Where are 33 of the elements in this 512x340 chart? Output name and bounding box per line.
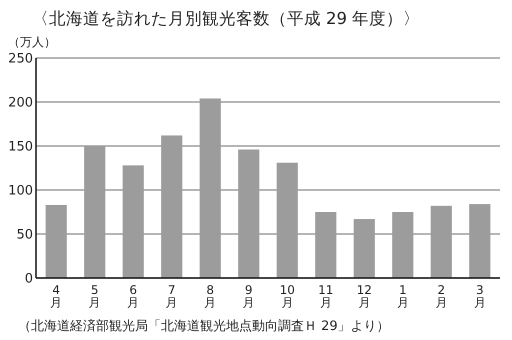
x-tick-label: 2月	[435, 283, 448, 310]
x-tick-label: 6月	[127, 283, 140, 310]
bar	[122, 165, 144, 278]
bar	[84, 146, 106, 278]
bar	[46, 204, 67, 278]
x-tick-label: 12月	[356, 283, 372, 310]
y-tick-label: 200	[8, 96, 33, 111]
bar	[200, 98, 221, 278]
x-tick-label: 11月	[318, 283, 334, 310]
bar	[238, 150, 260, 278]
x-tick-label: 3月	[474, 283, 486, 310]
y-tick-label: 50	[16, 228, 33, 243]
x-tick-label: 5月	[88, 283, 101, 310]
x-tick-label: 7月	[166, 283, 178, 310]
bar	[315, 212, 336, 278]
y-tick-label: 0	[24, 272, 33, 287]
y-axis-title: （万人）	[8, 35, 56, 49]
bar	[161, 135, 182, 278]
x-tick-label: 9月	[242, 283, 255, 310]
bar	[392, 212, 414, 278]
y-tick-label: 100	[8, 184, 33, 199]
x-tick-label: 8月	[204, 283, 216, 310]
bar	[430, 206, 452, 278]
chart-title: 〈北海道を訪れた月別観光客数（平成 29 年度）〉	[32, 9, 420, 28]
bar	[354, 219, 375, 278]
y-tick-label: 250	[8, 52, 33, 67]
bar	[469, 204, 490, 278]
text: （北海道経済部観光局「北海道観光地点動向調査Ｈ 29」より）	[18, 318, 390, 334]
x-tick-label: 10月	[280, 283, 295, 310]
y-tick-label: 150	[8, 140, 33, 155]
bar	[276, 162, 298, 278]
x-tick-label: 4月	[50, 283, 62, 310]
x-tick-label: 1月	[396, 283, 409, 310]
